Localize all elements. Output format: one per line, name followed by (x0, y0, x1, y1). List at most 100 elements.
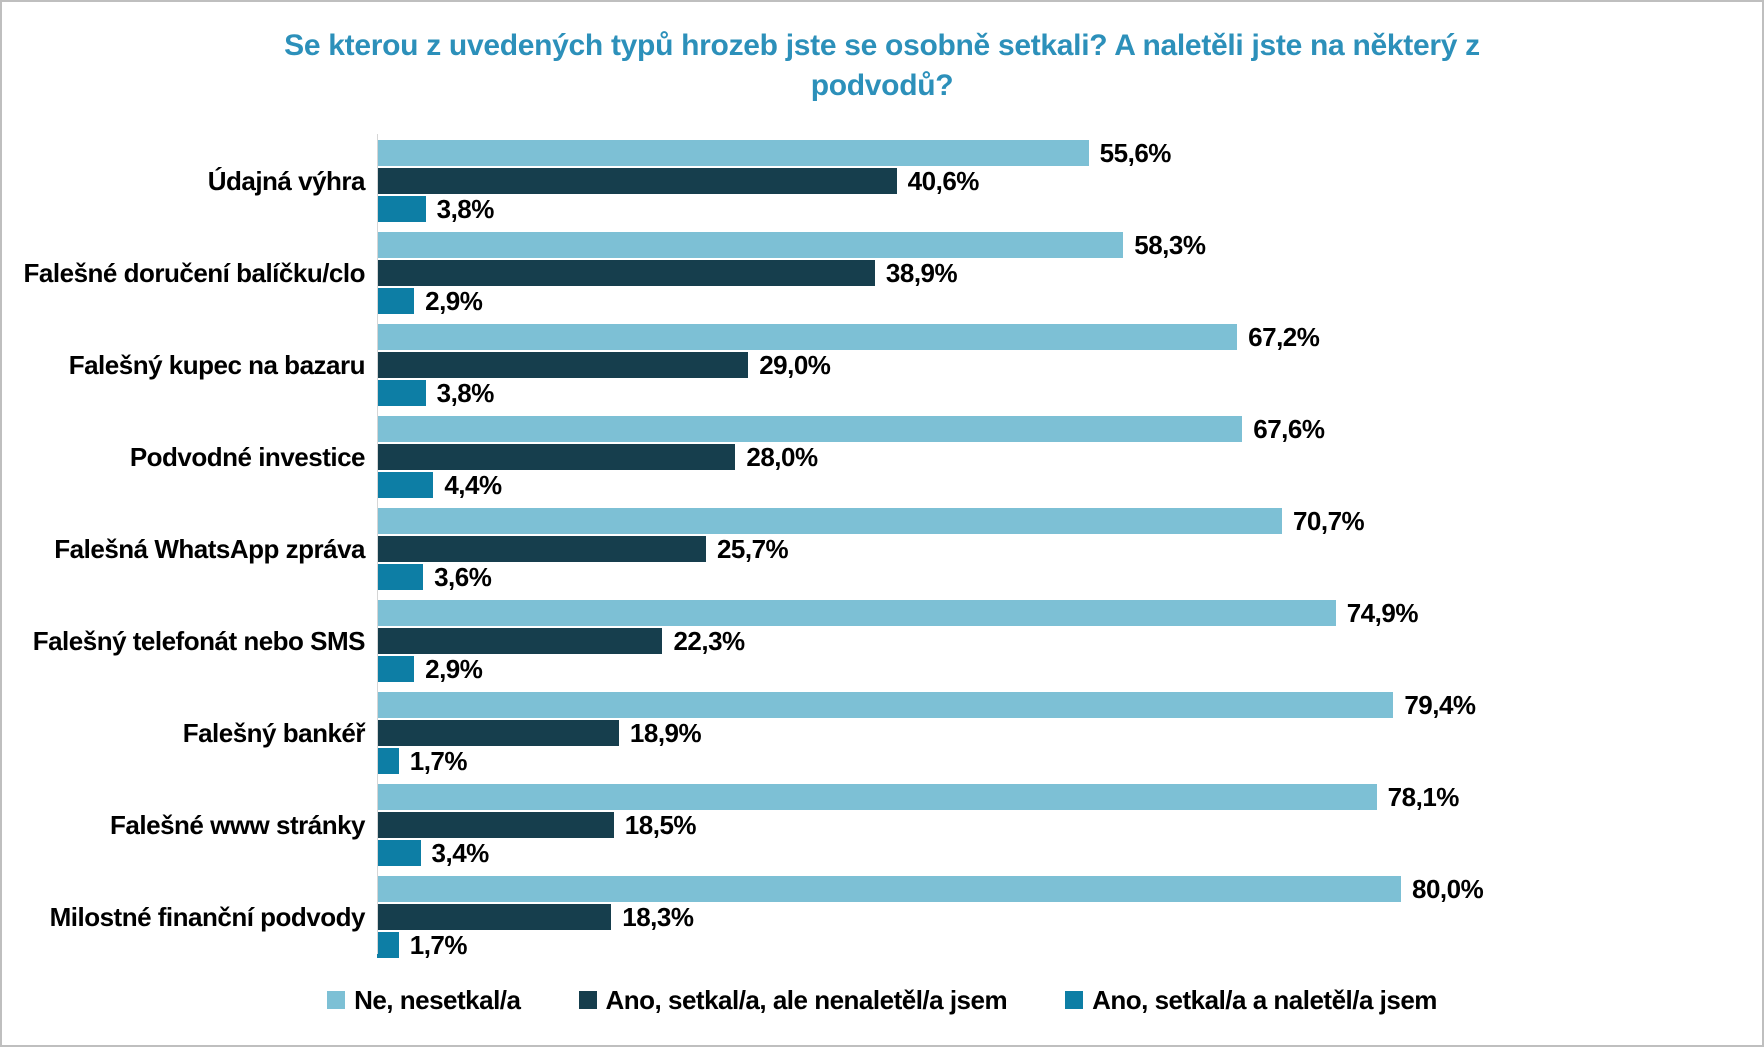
bar (377, 932, 399, 958)
legend-swatch (327, 991, 346, 1009)
category-label: Falešné doručení balíčku/clo (23, 258, 366, 288)
bar-row: 55,6% (377, 140, 1762, 166)
legend-item-ano-nenaletel: Ano, setkal/a, ale nenaletěl/a jsem (578, 985, 1008, 1015)
bar-row: 4,4% (377, 472, 1762, 498)
bar-group: 79,4% 18,9% 1,7% (377, 692, 1762, 774)
bar-row: 3,8% (377, 380, 1762, 406)
value-label: 80,0% (1412, 874, 1484, 904)
value-label: 25,7% (716, 534, 789, 564)
bar-group: 80,0% 18,3% 1,7% (377, 876, 1762, 958)
category-label: Podvodné investice (129, 442, 366, 472)
bar (377, 508, 1282, 534)
category-label: Falešná WhatsApp zpráva (54, 534, 365, 564)
bar (377, 628, 663, 654)
bar (377, 416, 1243, 442)
category-label: Falešný bankéř (182, 718, 366, 748)
category-group: Falešné doručení balíčku/clo 58,3% 38,9% 2,… (2, 232, 1762, 314)
bar (377, 600, 1336, 626)
bar (377, 324, 1238, 350)
category-group: Falešný bankéř 79,4% 18,9% 1,7% (2, 692, 1762, 774)
category-label: Falešný telefonát nebo SMS (32, 626, 366, 656)
bar-row: 40,6% (377, 168, 1762, 194)
bar (377, 288, 415, 314)
bar-row: 74,9% (377, 600, 1762, 626)
legend-label: Ano, setkal/a a naletěl/a jsem (1092, 985, 1437, 1015)
bar-row: 67,6% (377, 416, 1762, 442)
legend-item-ne-nesetkal: Ne, nesetkal/a (327, 986, 521, 1014)
bar (377, 196, 426, 222)
value-label: 67,6% (1253, 414, 1325, 444)
bar (377, 260, 875, 286)
y-axis-line (377, 134, 378, 954)
value-label: 2,9% (425, 286, 483, 316)
value-label: 38,9% (885, 258, 958, 288)
bar-row: 18,5% (377, 812, 1762, 838)
category-label: Údajná výhra (207, 166, 366, 196)
category-group: Falešné www stránky 78,1% 18,5% 3,4% (2, 784, 1762, 866)
category-group: Falešný telefonát nebo SMS 74,9% 22,3% 2,9% (2, 600, 1762, 682)
value-label: 22,3% (673, 626, 745, 656)
bar-row: 1,7% (377, 748, 1762, 774)
bar-group: 67,6% 28,0% 4,4% (377, 416, 1762, 498)
category-label: Falešný kupec na bazaru (68, 350, 366, 380)
value-label: 3,8% (436, 194, 495, 224)
bar-row: 22,3% (377, 628, 1762, 654)
bar-row: 18,3% (377, 904, 1762, 930)
bar-row: 80,0% (377, 876, 1762, 902)
bar-row: 2,9% (377, 288, 1762, 314)
bar (377, 168, 897, 194)
legend-label: Ano, setkal/a, ale nenaletěl/a jsem (605, 985, 1008, 1015)
bar-group: 58,3% 38,9% 2,9% (377, 232, 1762, 314)
bar (377, 472, 434, 498)
value-label: 28,0% (746, 442, 818, 472)
bar-row: 78,1% (377, 784, 1762, 810)
bar (377, 876, 1401, 902)
category-group: Údajná výhra 55,6% 40,6% 3,8% (2, 140, 1762, 222)
bar (377, 564, 424, 590)
value-label: 58,3% (1134, 230, 1206, 260)
bar-row: 58,3% (377, 232, 1762, 258)
bar-row: 3,8% (377, 196, 1762, 222)
bar (377, 812, 614, 838)
value-label: 2,9% (425, 654, 483, 684)
bar-chart: Údajná výhra 55,6% 40,6% 3,8% Falešné doruče… (2, 134, 1762, 958)
legend: Ne, nesetkal/a Ano, setkal/a, ale nenale… (2, 986, 1762, 1014)
bar (377, 380, 426, 406)
legend-swatch (1065, 991, 1084, 1009)
bar-row: 38,9% (377, 260, 1762, 286)
bar-row: 28,0% (377, 444, 1762, 470)
bar-row: 1,7% (377, 932, 1762, 958)
value-label: 1,7% (409, 746, 468, 776)
bar (377, 536, 706, 562)
legend-swatch (578, 991, 597, 1009)
bar (377, 444, 736, 470)
value-label: 18,9% (629, 718, 702, 748)
bar (377, 784, 1377, 810)
bar-row: 18,9% (377, 720, 1762, 746)
bar-row: 3,4% (377, 840, 1762, 866)
bar-group: 78,1% 18,5% 3,4% (377, 784, 1762, 866)
value-label: 78,1% (1387, 782, 1460, 812)
bar (377, 656, 415, 682)
category-group: Falešná WhatsApp zpráva 70,7% 25,7% 3,6% (2, 508, 1762, 590)
bar-group: 70,7% 25,7% 3,6% (377, 508, 1762, 590)
bar-row: 25,7% (377, 536, 1762, 562)
bar-group: 55,6% 40,6% 3,8% (377, 140, 1762, 222)
bar-row: 70,7% (377, 508, 1762, 534)
bar (377, 840, 421, 866)
value-label: 55,6% (1099, 138, 1172, 168)
category-group: Podvodné investice 67,6% 28,0% 4,4% (2, 416, 1762, 498)
value-label: 1,7% (409, 930, 468, 960)
legend-item-ano-naletel: Ano, setkal/a a naletěl/a jsem (1065, 986, 1437, 1014)
bar (377, 232, 1124, 258)
bar (377, 692, 1394, 718)
chart-title: Se kterou z uvedených typů hrozeb jste s… (284, 29, 1480, 102)
bar-row: 67,2% (377, 324, 1762, 350)
bar (377, 748, 399, 774)
bar (377, 352, 749, 378)
bar-group: 74,9% 22,3% 2,9% (377, 600, 1762, 682)
category-label: Milostné finanční podvody (49, 902, 366, 932)
value-label: 3,8% (436, 378, 495, 408)
value-label: 74,9% (1346, 598, 1419, 628)
